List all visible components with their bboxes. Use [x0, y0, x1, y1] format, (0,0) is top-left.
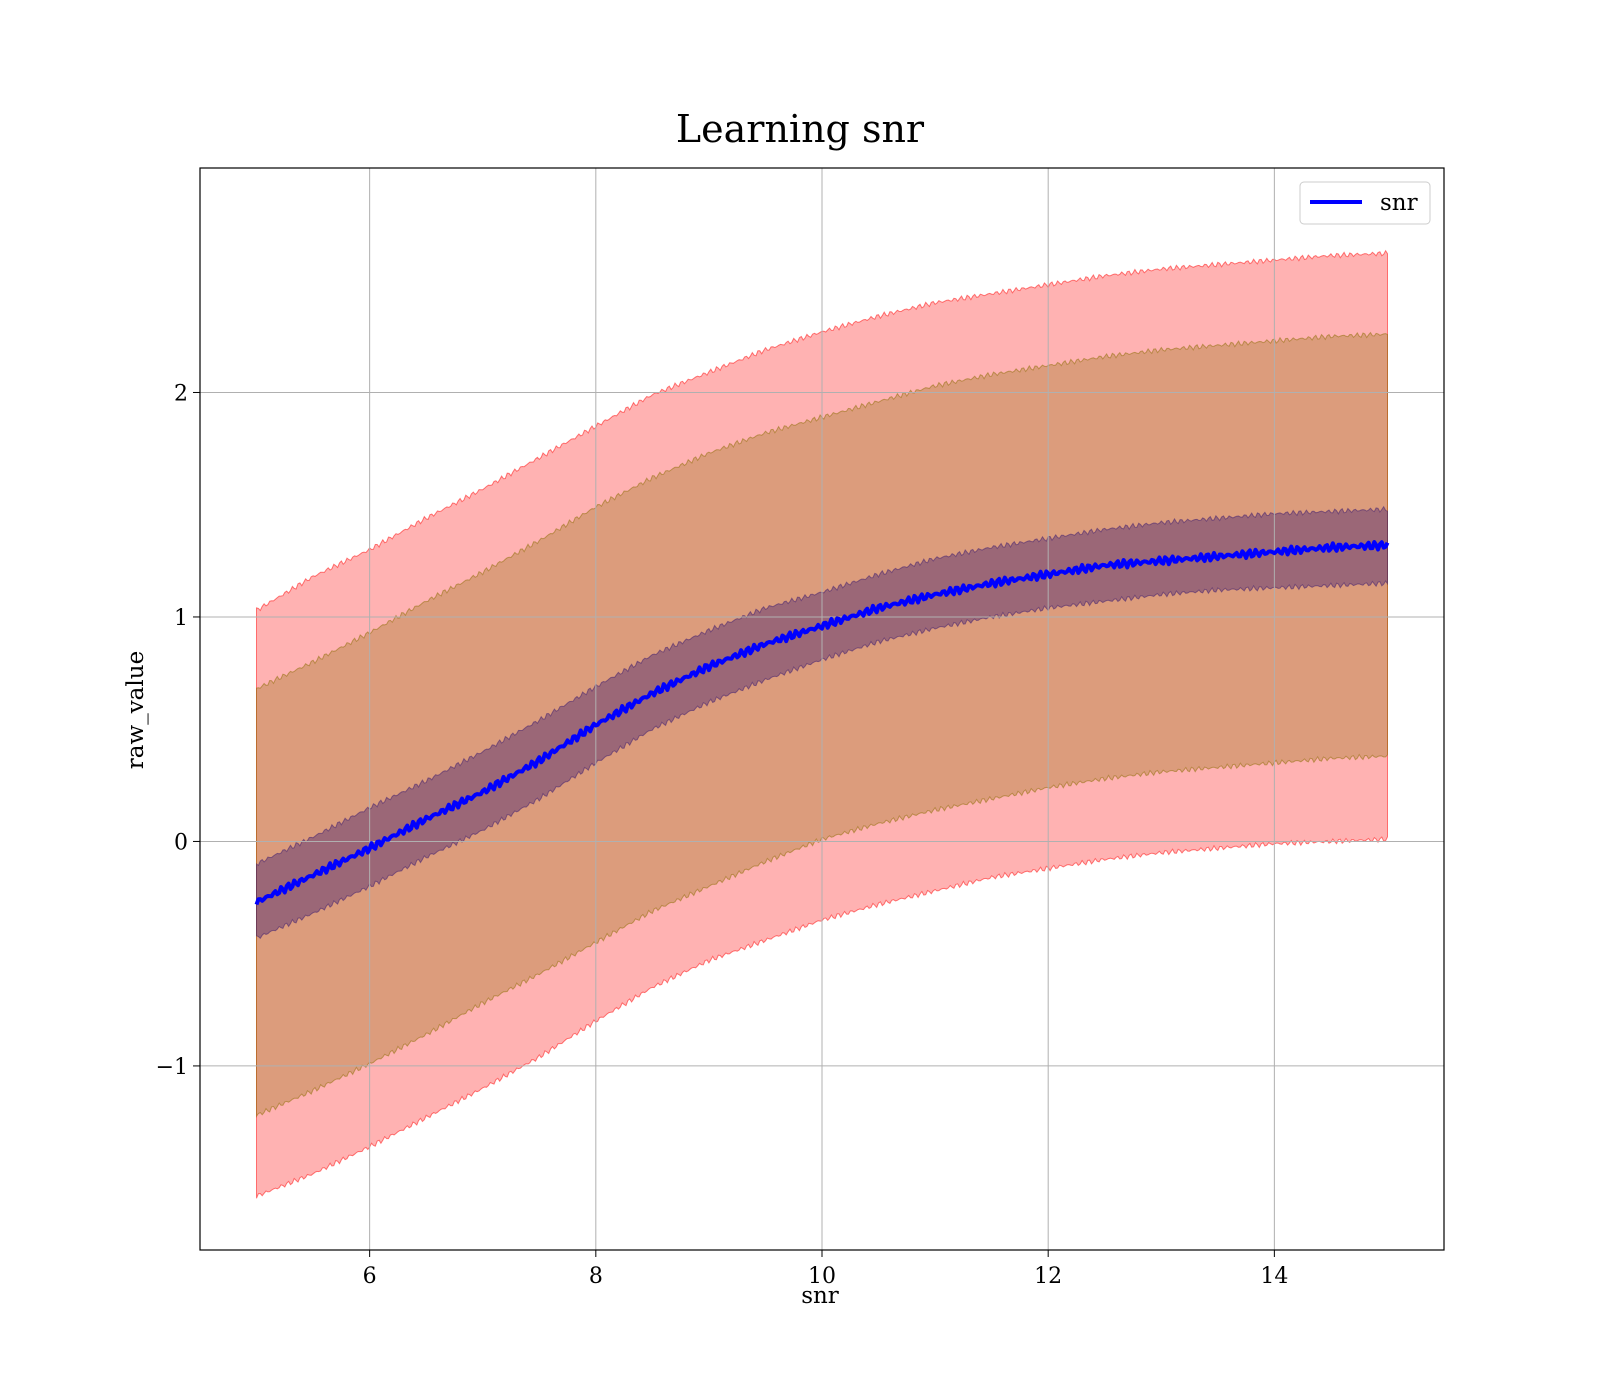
- tick-label-x-6: 6: [363, 1264, 377, 1289]
- legend-box: [1299, 181, 1431, 225]
- tick-label-y-1: 1: [174, 606, 188, 631]
- tick-label-y--1: −1: [156, 1055, 188, 1080]
- y-axis-ticks: −1 0 1 2: [156, 381, 200, 1080]
- x-axis-ticks: 6 8 10 12 14: [363, 1250, 1288, 1289]
- tick-label-y-2: 2: [174, 381, 188, 406]
- x-axis-label: snr: [801, 1283, 839, 1309]
- tick-label-x-14: 14: [1260, 1264, 1288, 1289]
- series-line-snr: [254, 540, 1390, 906]
- y-axis-label: raw_value: [123, 651, 149, 769]
- plot-area: [199, 167, 1445, 1251]
- chart-title: Learning snr: [676, 107, 925, 151]
- tick-label-x-8: 8: [589, 1264, 603, 1289]
- tick-label-y-0: 0: [174, 830, 188, 855]
- tick-label-x-12: 12: [1034, 1264, 1062, 1289]
- tick-label-x-10: 10: [808, 1264, 836, 1289]
- grid-lines: [200, 168, 1444, 1250]
- legend-label-snr: snr: [1380, 190, 1418, 216]
- legend: snr: [1299, 181, 1431, 225]
- series-lines: [254, 540, 1390, 906]
